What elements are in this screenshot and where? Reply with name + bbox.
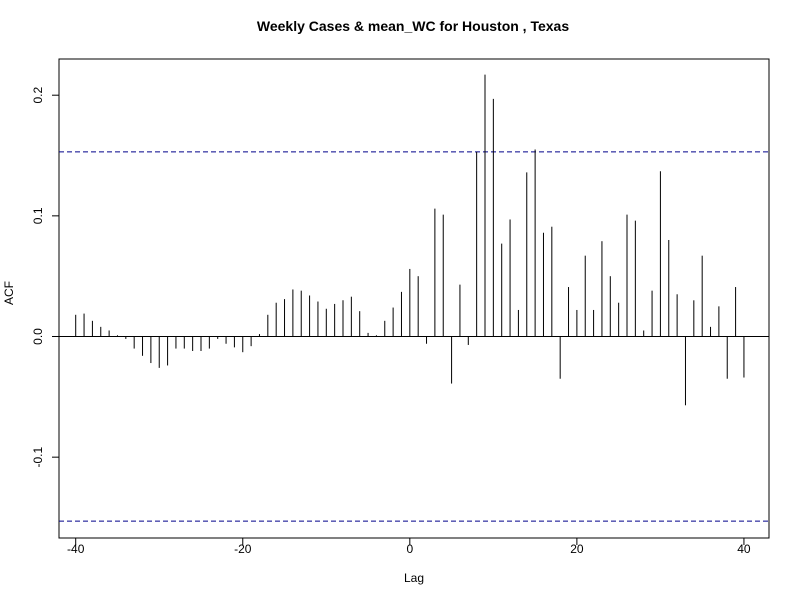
x-tick-label: -20 xyxy=(234,542,252,556)
x-tick-label: -40 xyxy=(67,542,85,556)
y-tick-label: 0.2 xyxy=(31,87,45,104)
x-tick-label: 0 xyxy=(406,542,413,556)
x-axis: -40 -20 0 20 40 xyxy=(67,537,751,556)
plot-frame xyxy=(58,58,770,539)
x-tick-label: 20 xyxy=(570,542,584,556)
y-axis: -0.1 0.0 0.1 0.2 xyxy=(31,87,60,468)
y-tick-label: 0.0 xyxy=(31,328,45,345)
x-axis-label: Lag xyxy=(404,571,424,585)
y-axis-label: ACF xyxy=(2,281,16,305)
acf-stems xyxy=(75,74,745,406)
y-tick-label: 0.1 xyxy=(31,207,45,224)
y-tick-label: -0.1 xyxy=(31,447,45,468)
x-tick-label: 40 xyxy=(737,542,751,556)
chart-title: Weekly Cases & mean_WC for Houston , Tex… xyxy=(257,18,569,34)
